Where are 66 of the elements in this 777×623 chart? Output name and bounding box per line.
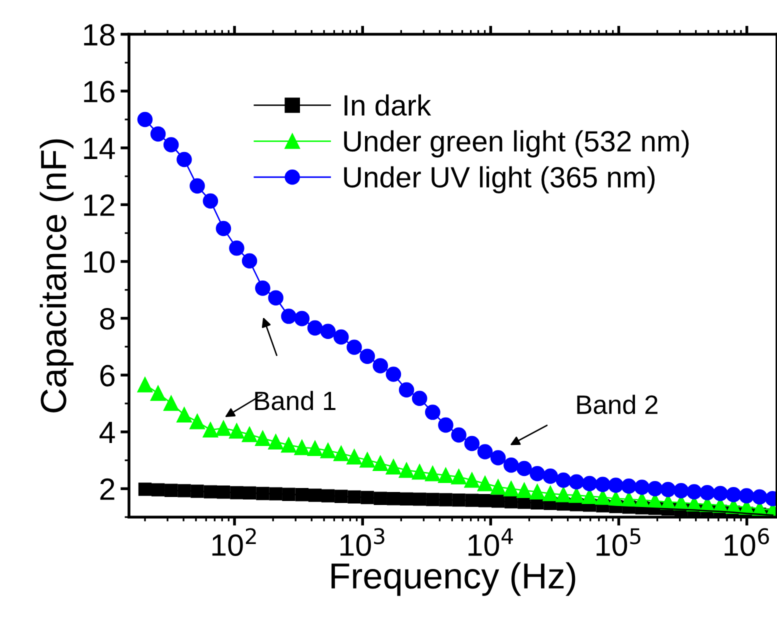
point (412, 464, 428, 480)
point (556, 487, 572, 502)
point (492, 494, 505, 508)
point (268, 434, 284, 450)
point (282, 488, 296, 501)
point (216, 420, 232, 436)
point (269, 487, 282, 500)
point (190, 414, 205, 430)
point (230, 486, 244, 500)
point (151, 483, 165, 496)
point (320, 442, 336, 458)
point (242, 426, 258, 442)
legend-label: Under green light (532 nm) (344, 130, 689, 158)
point (477, 476, 493, 492)
point (530, 484, 545, 500)
y-tick-label: 10 (84, 251, 115, 273)
y-tick-label: 8 (100, 308, 114, 330)
point (202, 422, 218, 438)
point (255, 430, 270, 446)
x-tick-label: 10$^{3}$ (340, 528, 384, 556)
legend-label: In dark (344, 94, 432, 116)
point (425, 466, 440, 482)
point (137, 377, 153, 392)
point (268, 290, 284, 306)
point (374, 492, 387, 505)
point (138, 482, 152, 496)
y-tick-label: 18 (84, 24, 114, 46)
point (464, 472, 480, 488)
legend-label: Under UV light (365 nm) (344, 166, 655, 194)
point (372, 456, 388, 472)
y-tick-label: 4 (100, 422, 115, 443)
y-tick-label: 6 (100, 364, 114, 386)
annotation: Band 1 (255, 390, 336, 410)
point (137, 112, 153, 128)
x-tick-label: 10$^{6}$ (724, 528, 769, 556)
point (452, 493, 466, 507)
point (281, 437, 296, 453)
point (439, 493, 452, 506)
x-axis-title: Frequency (Hz) (332, 562, 576, 596)
y-tick-label: 12 (84, 194, 114, 216)
point (321, 489, 335, 502)
point (346, 340, 362, 355)
point (386, 459, 402, 474)
point (346, 449, 362, 465)
x-tick-label: 10$^{4}$ (468, 528, 513, 556)
point (412, 492, 426, 506)
x-tick-label: 10$^{2}$ (212, 528, 256, 556)
point (465, 494, 479, 507)
y-tick-label: 2 (100, 478, 114, 500)
point (334, 446, 349, 462)
x-tick-label: 10$^{5}$ (596, 528, 640, 556)
point (360, 452, 375, 468)
point (295, 488, 309, 502)
point (504, 481, 519, 496)
point (190, 484, 204, 498)
point (204, 485, 218, 498)
y-tick-label: 14 (84, 138, 115, 159)
point (451, 469, 466, 484)
point (178, 484, 191, 498)
point (490, 479, 506, 495)
point (398, 462, 414, 478)
y-tick-label: 16 (84, 80, 114, 102)
point (360, 490, 374, 504)
point (308, 488, 322, 502)
y-axis-title: Capacitance (nF) (40, 139, 74, 412)
annotation: Band 2 (577, 394, 658, 414)
